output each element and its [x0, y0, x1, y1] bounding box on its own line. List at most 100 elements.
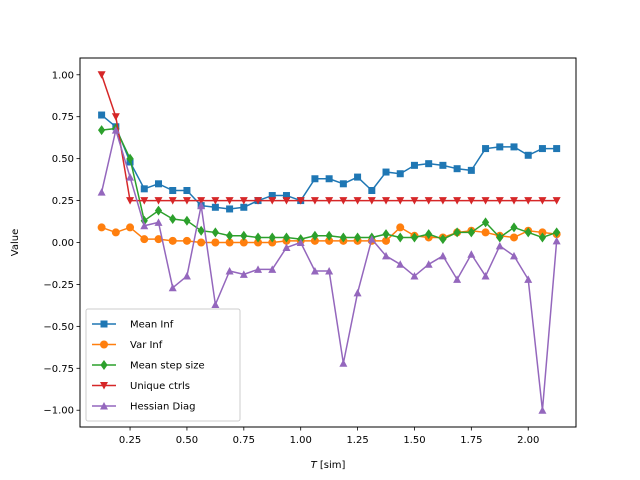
data-point-mean-step-size	[496, 232, 504, 243]
data-point-mean-inf	[524, 151, 532, 159]
data-point-unique-ctrls	[310, 197, 319, 205]
legend-marker	[100, 360, 108, 370]
data-point-hessian-diag	[325, 267, 334, 275]
data-point-unique-ctrls	[268, 197, 277, 205]
data-point-mean-step-size	[254, 232, 262, 243]
data-point-mean-step-size	[467, 227, 475, 238]
data-point-unique-ctrls	[140, 197, 149, 205]
data-point-mean-inf	[140, 185, 148, 193]
data-point-hessian-diag	[182, 272, 191, 280]
data-point-unique-ctrls	[339, 197, 348, 205]
legend-entry-unique-ctrls: Unique ctrls	[92, 381, 190, 392]
data-point-hessian-diag	[211, 300, 220, 309]
data-point-var-inf	[510, 233, 518, 242]
data-point-unique-ctrls	[211, 197, 220, 205]
data-point-var-inf	[168, 236, 177, 245]
data-point-var-inf	[182, 236, 191, 245]
data-point-hessian-diag	[140, 221, 149, 230]
data-point-mean-inf	[453, 165, 461, 173]
data-point-hessian-diag	[481, 272, 490, 280]
x-tick-label: 1.00	[290, 435, 312, 446]
data-point-unique-ctrls	[367, 197, 376, 205]
legend-marker	[100, 382, 108, 390]
data-point-var-inf	[154, 235, 163, 244]
legend-marker	[100, 402, 108, 410]
legend: Mean Inf Var Inf Mean step size Unique ctrl…	[85, 308, 241, 422]
series-layer	[97, 71, 561, 414]
data-point-hessian-diag	[396, 260, 405, 268]
data-point-hessian-diag	[239, 270, 248, 278]
data-point-var-inf	[325, 236, 334, 245]
data-point-mean-step-size	[382, 229, 390, 240]
data-point-mean-step-size	[453, 227, 461, 238]
data-point-var-inf	[126, 223, 135, 232]
data-point-mean-inf	[439, 161, 447, 169]
data-point-mean-step-size	[282, 232, 291, 243]
series-unique-ctrls	[97, 71, 561, 205]
legend-label: Var Inf	[130, 340, 163, 351]
data-point-unique-ctrls	[182, 197, 191, 205]
data-point-mean-inf	[169, 187, 177, 195]
data-point-hessian-diag	[552, 236, 561, 245]
x-tick-label: 1.50	[403, 435, 425, 446]
data-point-mean-step-size	[154, 205, 163, 216]
data-point-unique-ctrls	[453, 197, 462, 205]
data-point-unique-ctrls	[296, 197, 305, 205]
x-axis-label: T [sim]	[311, 460, 346, 471]
data-point-var-inf	[254, 238, 263, 247]
data-point-mean-step-size	[353, 232, 362, 243]
data-point-hessian-diag	[538, 406, 547, 414]
data-point-var-inf	[97, 223, 106, 232]
data-point-var-inf	[310, 236, 319, 245]
data-point-var-inf	[382, 236, 391, 245]
x-tick-label: 2.00	[517, 435, 539, 446]
data-point-mean-step-size	[211, 227, 219, 238]
data-point-var-inf	[239, 238, 248, 247]
x-tick-label: 0.25	[119, 435, 141, 446]
data-point-unique-ctrls	[168, 197, 177, 205]
data-point-unique-ctrls	[97, 71, 106, 79]
data-point-unique-ctrls	[382, 197, 391, 205]
data-point-hessian-diag	[339, 359, 348, 367]
data-point-hessian-diag	[353, 288, 362, 297]
data-point-hessian-diag	[97, 188, 106, 196]
data-point-mean-step-size	[553, 227, 561, 238]
legend-entry-mean-step-size: Mean step size	[92, 360, 205, 372]
y-tick-label: −1.00	[43, 406, 74, 417]
data-point-mean-inf	[211, 203, 219, 211]
data-point-unique-ctrls	[154, 197, 163, 205]
data-point-mean-inf	[154, 180, 162, 188]
data-point-unique-ctrls	[467, 197, 476, 205]
data-point-mean-inf	[183, 187, 191, 195]
data-point-mean-step-size	[126, 153, 134, 164]
data-point-unique-ctrls	[481, 197, 490, 205]
data-point-mean-step-size	[524, 227, 532, 238]
data-point-hessian-diag	[453, 275, 462, 283]
data-point-mean-step-size	[311, 230, 319, 241]
data-point-hessian-diag	[296, 238, 305, 246]
data-point-mean-inf	[425, 160, 433, 168]
legend-label: Hessian Diag	[130, 402, 195, 413]
data-point-mean-step-size	[268, 232, 276, 243]
x-tick-label: 0.75	[233, 435, 255, 446]
y-axis-label: Value	[10, 229, 21, 256]
data-point-mean-inf	[396, 170, 404, 178]
data-point-mean-step-size	[325, 230, 333, 241]
y-axis: −1.00 −0.75 −0.50 −0.25 0.00 0.25 0.50 0.75 1.00	[43, 70, 80, 417]
data-point-mean-step-size	[240, 230, 248, 241]
data-point-hessian-diag	[282, 243, 291, 252]
data-point-mean-inf	[325, 175, 333, 183]
data-point-unique-ctrls	[538, 197, 547, 205]
data-point-hessian-diag	[310, 267, 319, 275]
data-point-unique-ctrls	[495, 197, 504, 205]
data-point-unique-ctrls	[254, 197, 263, 205]
data-point-unique-ctrls	[282, 197, 291, 205]
y-tick-label: 0.25	[52, 196, 74, 207]
data-point-mean-inf	[496, 143, 504, 151]
y-tick-label: 0.75	[52, 112, 74, 123]
series-hessian-diag	[97, 126, 561, 414]
data-point-unique-ctrls	[111, 113, 120, 121]
legend-entry-mean-inf: Mean Inf	[92, 320, 174, 331]
data-point-hessian-diag	[225, 267, 234, 275]
